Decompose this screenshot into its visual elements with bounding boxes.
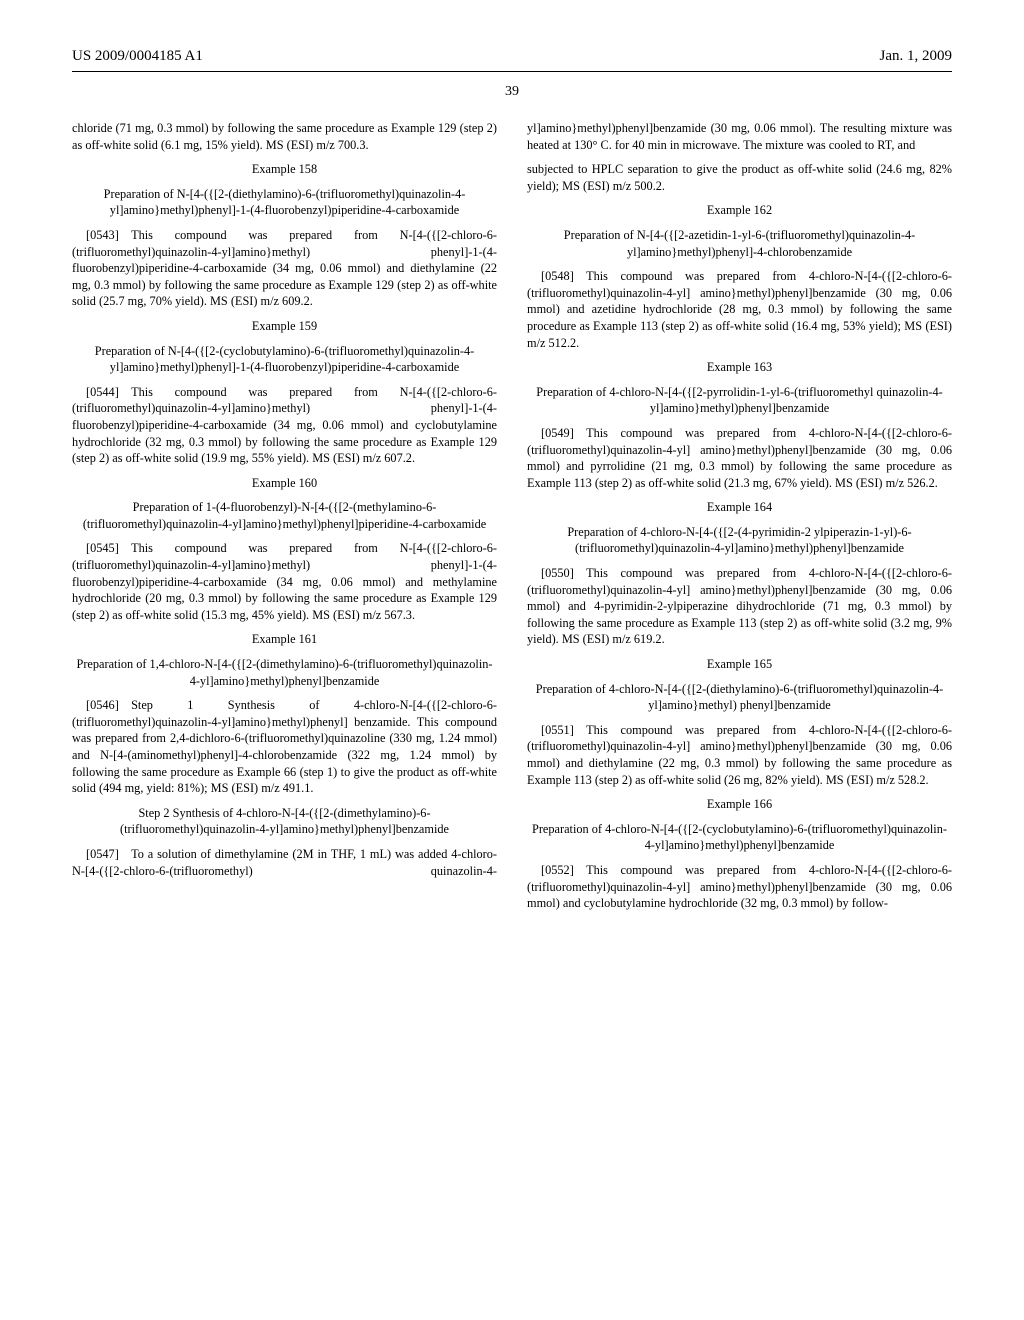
page-header: US 2009/0004185 A1 Jan. 1, 2009 bbox=[72, 48, 952, 65]
example-label: Example 164 bbox=[527, 499, 952, 516]
example-title: Preparation of N-[4-({[2-azetidin-1-yl-6… bbox=[527, 227, 952, 260]
example-label: Example 162 bbox=[527, 202, 952, 219]
example-label: Example 166 bbox=[527, 796, 952, 813]
example-title: Preparation of 4-chloro-N-[4-({[2-(dieth… bbox=[527, 681, 952, 714]
header-rule bbox=[72, 71, 952, 72]
example-body: [0549] This compound was prepared from 4… bbox=[527, 425, 952, 491]
example-label: Example 160 bbox=[72, 475, 497, 492]
example-title: Preparation of 4-chloro-N-[4-({[2-(cyclo… bbox=[527, 821, 952, 854]
example-title: Preparation of 4-chloro-N-[4-({[2-(4-pyr… bbox=[527, 524, 952, 557]
example-label: Example 161 bbox=[72, 631, 497, 648]
patent-number: US 2009/0004185 A1 bbox=[72, 48, 203, 65]
example-label: Example 158 bbox=[72, 161, 497, 178]
example-body: [0543] This compound was prepared from N… bbox=[72, 227, 497, 310]
example-title: Preparation of 1-(4-fluorobenzyl)-N-[4-(… bbox=[72, 499, 497, 532]
example-title: Preparation of N-[4-({[2-(diethylamino)-… bbox=[72, 186, 497, 219]
example-body: [0552] This compound was prepared from 4… bbox=[527, 862, 952, 912]
example-body: [0548] This compound was prepared from 4… bbox=[527, 268, 952, 351]
step-title: Step 2 Synthesis of 4-chloro-N-[4-({[2-(… bbox=[72, 805, 497, 838]
example-body: [0546] Step 1 Synthesis of 4-chloro-N-[4… bbox=[72, 697, 497, 797]
example-label: Example 159 bbox=[72, 318, 497, 335]
example-title: Preparation of N-[4-({[2-(cyclobutylamin… bbox=[72, 343, 497, 376]
continuation-text: subjected to HPLC separation to give the… bbox=[527, 161, 952, 194]
example-body: [0544] This compound was prepared from N… bbox=[72, 384, 497, 467]
continuation-text: chloride (71 mg, 0.3 mmol) by following … bbox=[72, 120, 497, 153]
page-number: 39 bbox=[72, 84, 952, 100]
example-label: Example 165 bbox=[527, 656, 952, 673]
example-body: [0545] This compound was prepared from N… bbox=[72, 540, 497, 623]
example-body: [0550] This compound was prepared from 4… bbox=[527, 565, 952, 648]
example-label: Example 163 bbox=[527, 359, 952, 376]
example-title: Preparation of 1,4-chloro-N-[4-({[2-(dim… bbox=[72, 656, 497, 689]
example-title: Preparation of 4-chloro-N-[4-({[2-pyrrol… bbox=[527, 384, 952, 417]
body-columns: chloride (71 mg, 0.3 mmol) by following … bbox=[72, 120, 952, 912]
example-body: [0551] This compound was prepared from 4… bbox=[527, 722, 952, 788]
publication-date: Jan. 1, 2009 bbox=[880, 48, 953, 65]
